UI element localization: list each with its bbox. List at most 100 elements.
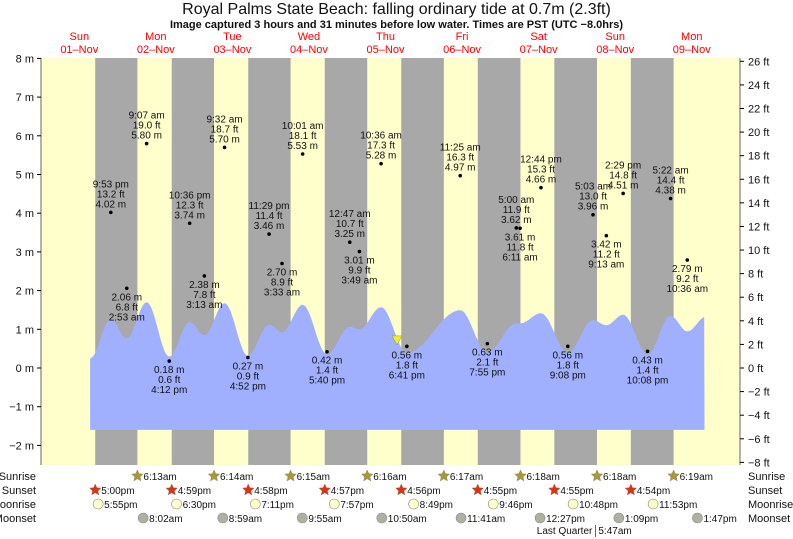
moonrise-icon <box>408 498 419 510</box>
tide-time-label: 5:03 am <box>575 182 611 193</box>
low-tide-point <box>518 226 522 231</box>
high-tide-point <box>347 240 352 245</box>
tide-time-label: 3:33 am <box>264 288 300 299</box>
tide-time-label: 7:55 pm <box>469 368 505 379</box>
left-tick-label: 6 m <box>16 131 34 143</box>
left-tick-label: 3 m <box>16 247 34 259</box>
left-tick-label: 2 m <box>16 286 34 298</box>
left-tick-label: 4 m <box>16 208 34 220</box>
tide-m-label: 4.51 m <box>608 180 639 191</box>
tide-time-label: 4:12 pm <box>151 385 187 396</box>
tide-ft-label: 13.2 ft <box>97 189 125 200</box>
sunset-time: 4:54pm <box>637 486 670 497</box>
sunrise-icon <box>590 469 604 482</box>
sunset-row-label-right: Sunset <box>748 485 782 497</box>
moonrise-icon <box>92 498 104 510</box>
moonrise-icon <box>647 498 659 510</box>
tide-time-label: 9:32 am <box>206 114 242 125</box>
high-tide-point <box>144 141 149 146</box>
sunset-time: 4:56pm <box>407 486 440 497</box>
sunrise-time: 6:16am <box>373 472 406 483</box>
tide-time-label: 9:08 pm <box>550 370 586 381</box>
sunrise-row-label-right: Sunrise <box>748 471 785 483</box>
tide-ft-label: 13.0 ft <box>579 192 607 203</box>
moonset-icon <box>217 512 229 524</box>
day-label-weekday: Tue <box>223 31 242 43</box>
sunrise-time: 6:13am <box>143 472 176 483</box>
moonrise-time: 7:11pm <box>261 500 294 511</box>
tide-time-label: 12:44 pm <box>520 155 562 166</box>
day-label-date: 07–Nov <box>520 44 558 56</box>
sunrise-icon <box>207 469 221 482</box>
high-tide-point <box>267 232 271 236</box>
tide-m-label: 3.25 m <box>334 229 365 240</box>
tide-m-label: 0.18 m <box>154 365 185 376</box>
low-tide-point <box>202 274 207 278</box>
tide-ft-label: 8.9 ft <box>271 278 293 289</box>
day-label-date: 03–Nov <box>213 44 251 56</box>
sunset-icon <box>89 483 102 496</box>
right-tick-label: 8 ft <box>748 269 763 281</box>
day-label-weekday: Fri <box>456 31 469 43</box>
moonrise-icon <box>487 498 499 510</box>
moonrise-icon <box>329 498 340 510</box>
low-tide-point <box>485 341 490 346</box>
day-label-weekday: Wed <box>298 31 320 43</box>
tide-m-label: 3.62 m <box>501 215 532 226</box>
tide-m-label: 3.01 m <box>344 256 375 267</box>
tide-m-label: 3.42 m <box>591 240 622 251</box>
sunrise-time: 6:14am <box>220 472 253 483</box>
high-tide-point <box>458 173 463 178</box>
sunset-time: 5:00pm <box>101 486 134 497</box>
left-tick-label: 8 m <box>16 53 34 65</box>
low-tide-point <box>325 349 329 354</box>
low-tide-point <box>645 349 650 354</box>
tide-time-label: 9:07 am <box>129 111 165 122</box>
tide-time-label: 11:29 pm <box>249 201 290 212</box>
sunrise-icon <box>131 469 144 482</box>
day-label-date: 02–Nov <box>137 44 175 56</box>
tide-m-label: 4.97 m <box>445 163 476 174</box>
tide-time-label: 2:29 pm <box>605 160 641 171</box>
low-tide-point <box>280 261 284 266</box>
low-tide-point <box>246 355 250 360</box>
tide-time-label: 10:36 am <box>666 284 708 295</box>
tide-m-label: 0.63 m <box>472 348 503 359</box>
day-label-weekday: Mon <box>681 31 702 43</box>
right-tick-label: −2 ft <box>748 387 770 399</box>
tide-ft-label: 7.8 ft <box>193 290 215 301</box>
low-tide-point <box>357 249 362 254</box>
tide-ft-label: 1.8 ft <box>396 360 418 371</box>
tide-time-label: 3:13 am <box>186 300 222 311</box>
moonset-time: 8:59am <box>229 514 262 525</box>
left-tick-label: 7 m <box>16 92 34 104</box>
tide-ft-label: 0.9 ft <box>237 372 259 383</box>
tide-m-label: 0.42 m <box>312 356 343 367</box>
moonset-icon <box>692 512 703 524</box>
moonset-time: 1:47pm <box>703 514 736 525</box>
day-label-weekday: Thu <box>376 31 395 43</box>
low-tide-point <box>405 344 409 349</box>
moonset-icon <box>297 512 308 524</box>
tide-ft-label: 10.7 ft <box>336 219 364 230</box>
high-tide-point <box>668 196 673 201</box>
tide-ft-label: 16.3 ft <box>446 153 474 164</box>
tide-m-label: 2.70 m <box>267 268 298 279</box>
sunset-icon <box>624 483 637 496</box>
chart-subtitle: Image captured 3 hours and 31 minutes be… <box>169 19 624 31</box>
right-tick-label: 2 ft <box>748 339 763 351</box>
tide-m-label: 3.74 m <box>174 210 205 221</box>
tide-ft-label: 11.4 ft <box>256 211 283 222</box>
right-tick-label: 12 ft <box>748 221 769 233</box>
tide-ft-label: 1.8 ft <box>557 360 579 371</box>
right-tick-label: −8 ft <box>748 457 770 469</box>
sunrise-time: 6:18am <box>603 472 636 483</box>
sunrise-time: 6:18am <box>526 472 559 483</box>
tide-m-label: 4.02 m <box>96 199 127 210</box>
moonset-time: 10:50am <box>388 514 427 525</box>
tide-m-label: 5.53 m <box>287 141 318 152</box>
tide-ft-label: 0.6 ft <box>158 375 180 386</box>
tide-m-label: 2.38 m <box>189 280 220 291</box>
tide-m-label: 3.46 m <box>254 221 285 232</box>
